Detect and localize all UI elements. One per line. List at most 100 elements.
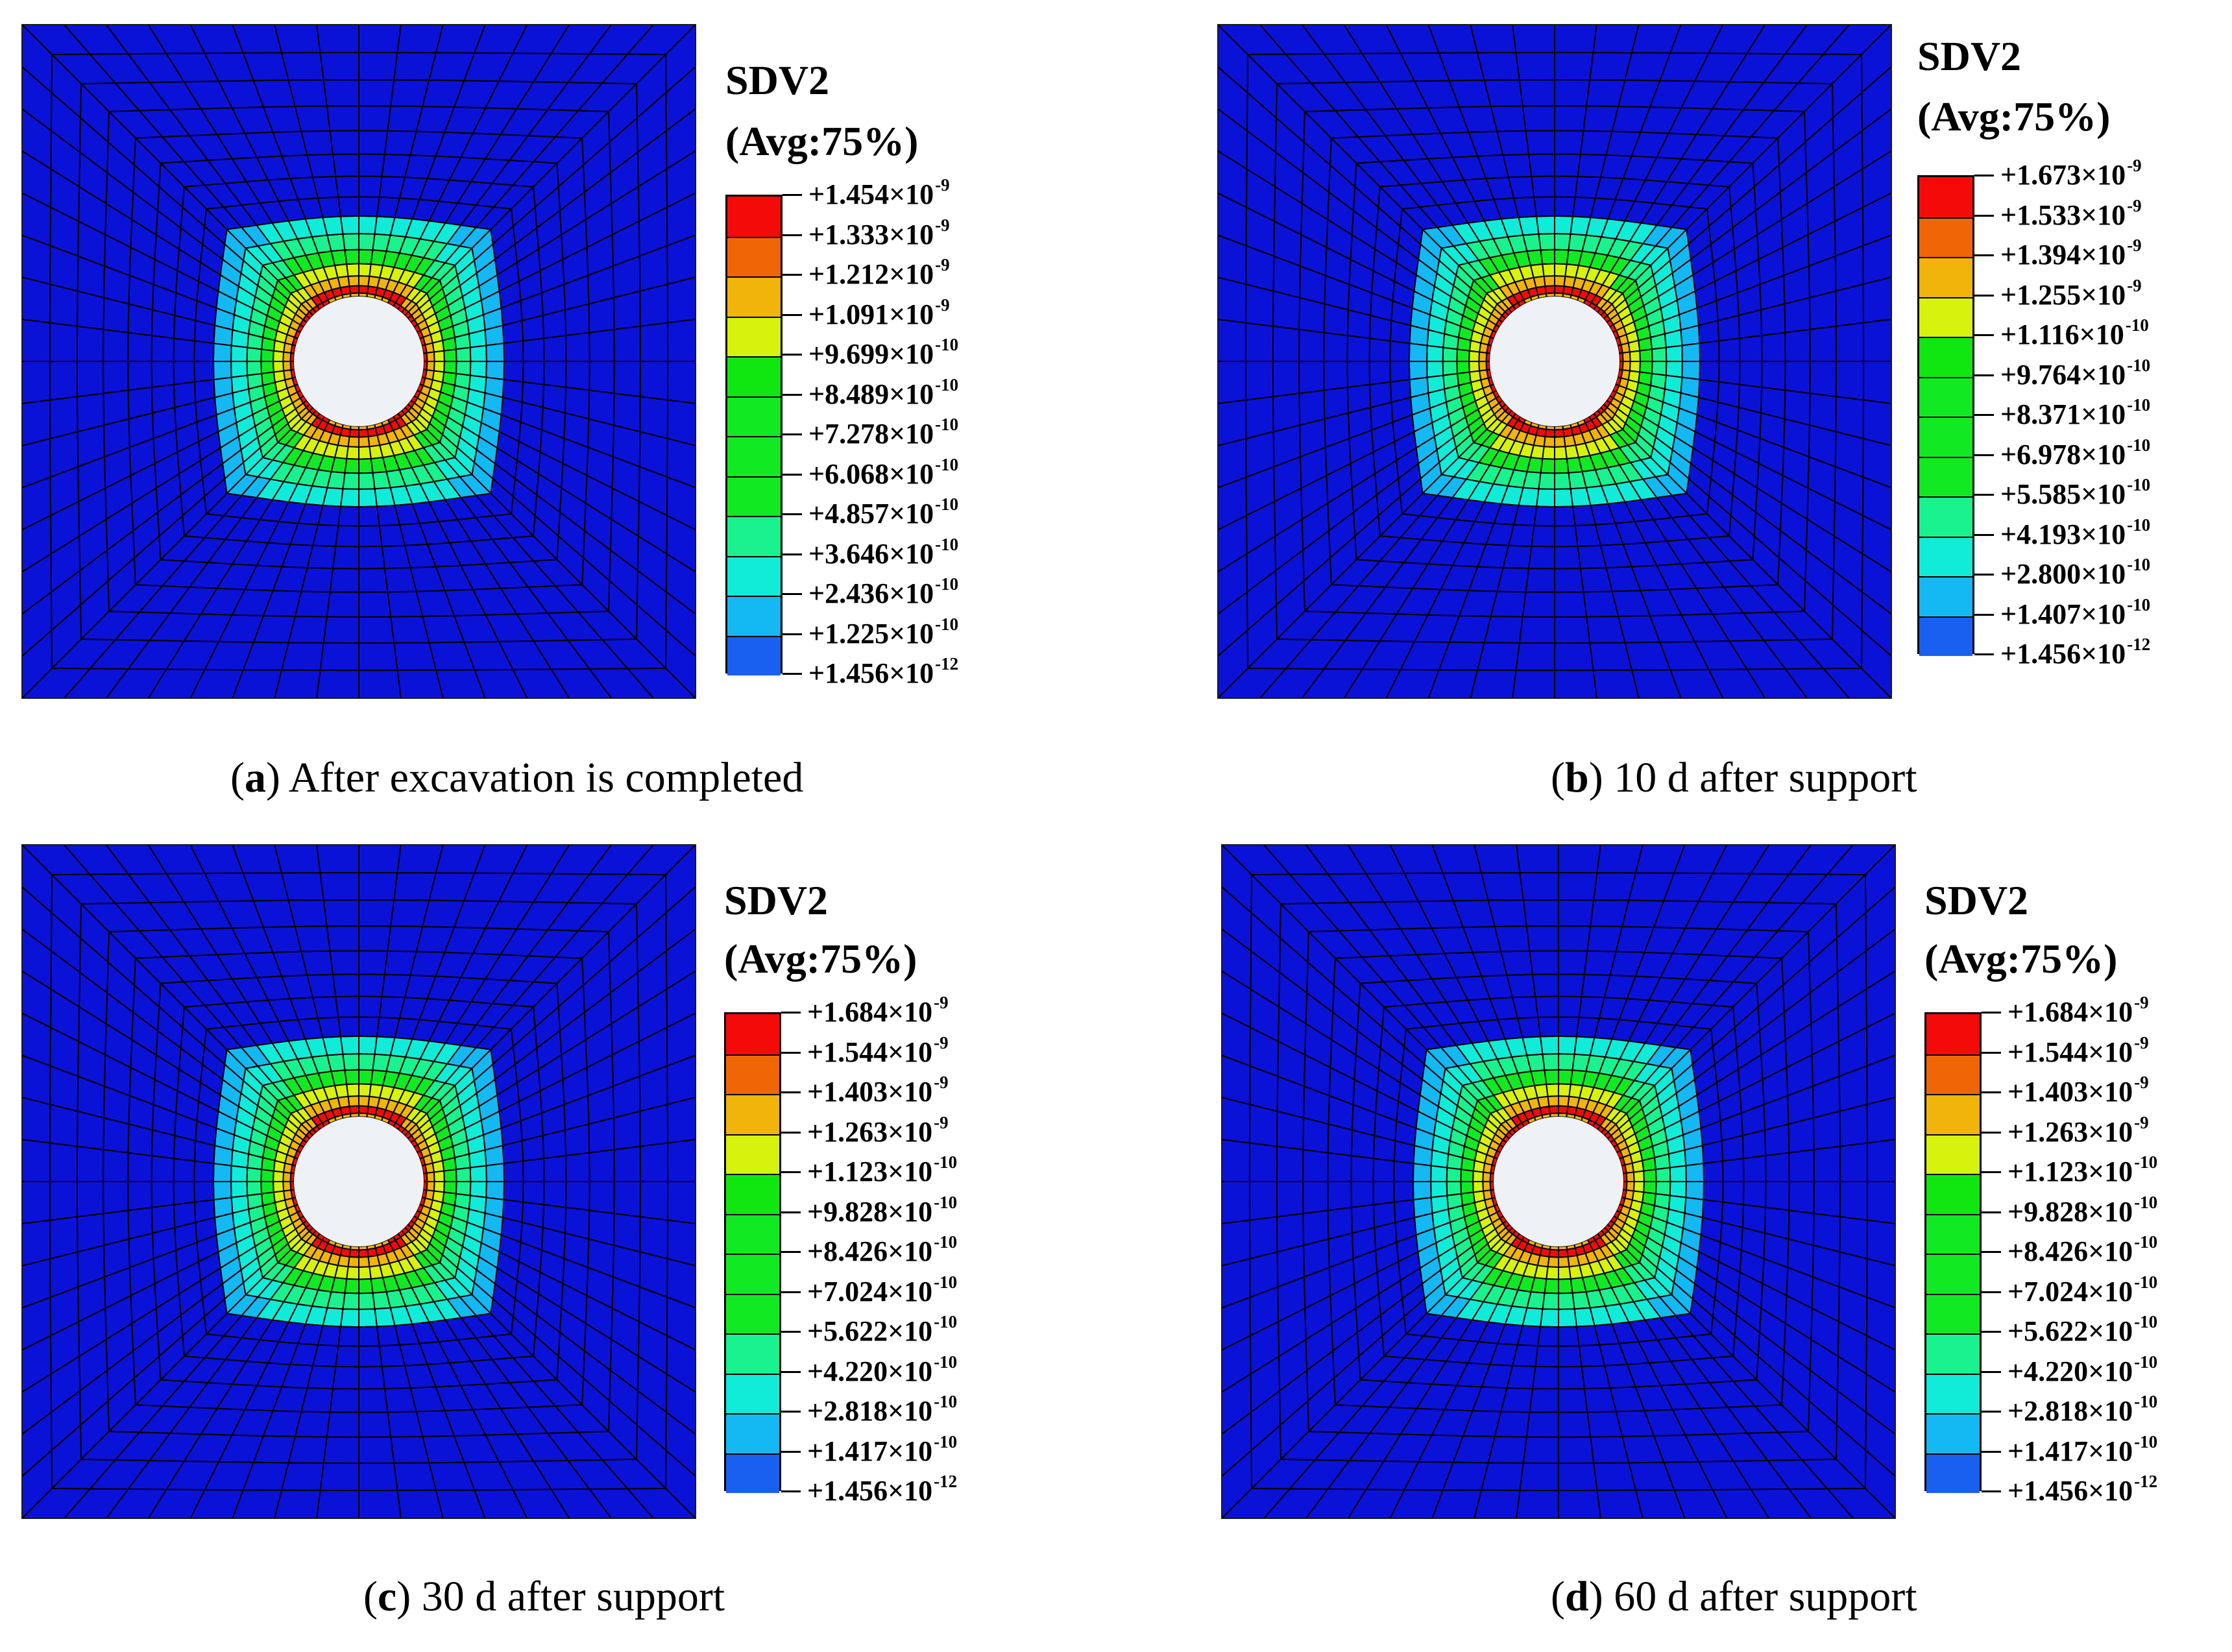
legend-value-mantissa: +7.278×10 <box>808 418 934 450</box>
legend-value-mantissa: +9.828×10 <box>807 1195 933 1228</box>
color-bar-segment <box>1926 1094 1980 1134</box>
color-bar-segment <box>727 197 781 237</box>
legend-value-label: +1.407×10-10 <box>2000 596 2150 629</box>
color-bar-segment <box>727 276 781 317</box>
legend-value-exponent: -10 <box>935 494 959 514</box>
legend-value-label: +2.818×10-10 <box>2008 1393 2157 1426</box>
mesh-elements <box>1221 844 1896 1519</box>
color-bar-segment <box>726 1453 779 1493</box>
legend-value-exponent: -9 <box>2134 1073 2149 1092</box>
color-bar-segment <box>727 396 781 436</box>
color-bar-segment <box>1926 1293 1980 1333</box>
legend-tick <box>782 274 802 276</box>
legend-tick <box>781 1370 801 1373</box>
legend-value-mantissa: +5.622×10 <box>807 1315 933 1347</box>
legend-value-label: +9.828×10-10 <box>807 1193 957 1228</box>
legend-value-mantissa: +1.116×10 <box>2000 319 2124 350</box>
legend-subtitle: (Avg:75%) <box>1924 936 2118 982</box>
legend-value-mantissa: +8.426×10 <box>807 1235 933 1267</box>
legend-value-label: +1.333×10-9 <box>808 216 950 249</box>
color-bar-segment <box>726 1413 779 1453</box>
legend-tick <box>781 1171 801 1173</box>
legend-value-mantissa: +8.426×10 <box>2008 1235 2133 1267</box>
contour-plot-a <box>21 24 696 699</box>
color-bar-segment <box>1919 376 1972 417</box>
caption-text: 60 d after support <box>1614 1573 1917 1620</box>
legend-value-label: +1.544×10-9 <box>807 1034 949 1067</box>
legend-value-exponent: -10 <box>2134 1392 2158 1411</box>
legend-value-label: +5.622×10-10 <box>2008 1313 2157 1346</box>
legend-tick <box>1982 1091 2001 1093</box>
legend-tick <box>782 633 802 635</box>
legend-value-exponent: -12 <box>934 1472 958 1491</box>
tunnel-opening <box>294 1117 424 1246</box>
legend-subtitle: (Avg:75%) <box>725 118 919 164</box>
legend-value-label: +9.699×10-10 <box>808 336 958 370</box>
legend-value-mantissa: +7.024×10 <box>807 1275 933 1307</box>
legend-value-label: +9.764×10-10 <box>2000 356 2150 389</box>
legend-value-label: +8.371×10-10 <box>2000 396 2150 429</box>
legend-tick <box>1982 1450 2001 1453</box>
legend-value-mantissa: +1.212×10 <box>808 258 934 290</box>
legend-value-mantissa: +4.193×10 <box>2000 518 2126 550</box>
legend-value-mantissa: +2.436×10 <box>808 577 934 609</box>
legend-value-exponent: -12 <box>2134 1472 2158 1491</box>
legend-value-exponent: -10 <box>2127 515 2151 535</box>
legend-tick <box>1982 1490 2001 1492</box>
legend-tick <box>781 1331 801 1333</box>
color-bar-segment <box>1926 1333 1980 1374</box>
color-bar-segment <box>726 1373 779 1413</box>
legend-value-mantissa: +1.263×10 <box>807 1115 933 1148</box>
color-bar-segment <box>727 236 781 276</box>
legend-value-mantissa: +1.403×10 <box>2008 1076 2133 1108</box>
legend-value-mantissa: +1.403×10 <box>807 1076 933 1108</box>
legend-value-label: +3.646×10-10 <box>808 535 958 568</box>
legend-tick <box>781 1251 801 1253</box>
legend-value-mantissa: +1.123×10 <box>2008 1156 2133 1187</box>
legend-value-exponent: -10 <box>2127 395 2151 415</box>
color-bar <box>1917 175 1974 656</box>
legend-value-label: +1.456×10-12 <box>2008 1473 2157 1505</box>
legend-value-exponent: -10 <box>2134 1192 2158 1212</box>
legend-tick <box>781 1012 801 1014</box>
legend-value-label: +2.818×10-10 <box>807 1393 957 1426</box>
caption-text: After excavation is completed <box>288 754 804 801</box>
legend-value-exponent: -10 <box>934 1312 958 1331</box>
legend-value-exponent: -10 <box>2134 1152 2158 1172</box>
legend-value-label: +4.220×10-10 <box>807 1353 957 1386</box>
legend-value-mantissa: +1.417×10 <box>807 1435 933 1467</box>
legend-value-mantissa: +1.454×10 <box>808 178 934 210</box>
legend-value-label: +1.456×10-12 <box>807 1473 957 1505</box>
legend-value-exponent: -10 <box>934 1392 958 1411</box>
legend-tick <box>782 194 802 196</box>
color-bar-segment <box>1919 417 1972 457</box>
legend-title: SDV2 <box>1924 877 2029 923</box>
color-bar-segment <box>1926 1373 1980 1413</box>
legend-value-mantissa: +1.684×10 <box>807 996 933 1028</box>
legend-value-mantissa: +1.123×10 <box>807 1156 933 1187</box>
legend-value-label: +1.684×10-9 <box>2008 994 2149 1026</box>
legend-tick <box>782 593 802 595</box>
legend-tick <box>782 513 802 515</box>
legend-tick <box>1974 214 1994 217</box>
color-bar-segment <box>1919 337 1972 377</box>
legend-value-label: +1.417×10-10 <box>807 1433 957 1467</box>
legend-value-exponent: -10 <box>2127 355 2151 375</box>
tunnel-opening <box>294 297 424 426</box>
color-bar <box>1924 1012 1982 1493</box>
legend-tick <box>782 553 802 555</box>
legend-value-label: +6.978×10-10 <box>2000 436 2150 469</box>
legend-tick <box>1974 613 1994 616</box>
legend-value-label: +4.193×10-10 <box>2000 516 2150 550</box>
color-bar-segment <box>726 1054 779 1094</box>
color-bar-segment <box>727 476 781 516</box>
legend-value-exponent: -10 <box>2125 315 2149 335</box>
legend-value-mantissa: +9.699×10 <box>808 338 934 370</box>
color-bar-segment <box>726 1014 779 1054</box>
legend-tick <box>1974 374 1994 376</box>
mesh-elements <box>1217 24 1892 699</box>
caption-letter: d <box>1564 1573 1589 1620</box>
caption-a: (a) After excavation is completed <box>230 754 804 801</box>
legend-tick <box>1982 1131 2001 1134</box>
legend-value-exponent: -9 <box>2134 993 2149 1012</box>
